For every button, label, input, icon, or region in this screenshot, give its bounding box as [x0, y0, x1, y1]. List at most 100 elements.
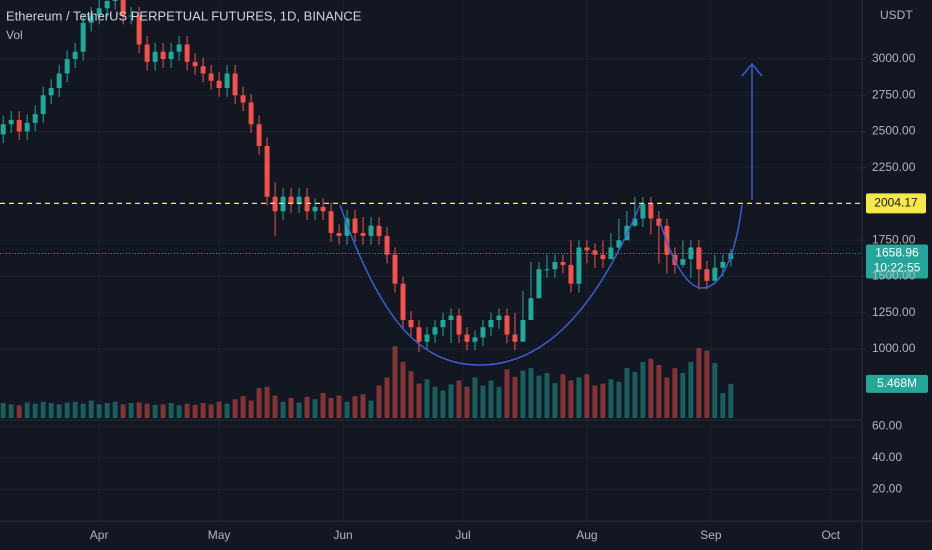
volume-bar	[80, 403, 86, 418]
volume-bar	[512, 376, 518, 418]
volume-bar	[32, 403, 38, 418]
volume-bar	[72, 401, 78, 418]
volume-bar	[144, 403, 150, 418]
volume-bar	[624, 368, 630, 418]
candle-body	[312, 206, 318, 212]
volume-bar	[40, 401, 46, 418]
candle-body	[0, 124, 6, 135]
candle-body	[464, 334, 470, 342]
candle-body	[448, 315, 454, 320]
arrow-head	[741, 62, 763, 77]
volume-bar	[136, 402, 142, 418]
candle-body	[288, 196, 294, 204]
candle-body	[104, 1, 110, 9]
indicator-tick-label: 40.00	[872, 450, 902, 464]
chart-title: Ethereum / TetherUS PERPETUAL FUTURES, 1…	[6, 8, 362, 23]
volume-bar	[272, 395, 278, 418]
candle-body	[536, 269, 542, 299]
volume-bar	[312, 399, 318, 418]
volume-bar	[176, 405, 182, 418]
candle-body	[272, 196, 278, 212]
candle-body	[576, 247, 582, 284]
volume-bar	[584, 374, 590, 418]
volume-bar	[168, 403, 174, 418]
candle-body	[248, 102, 254, 125]
volume-bar	[184, 403, 190, 418]
candle-body	[208, 73, 214, 81]
candle-body	[480, 327, 486, 338]
volume-bar	[256, 388, 262, 418]
candle-body	[616, 240, 622, 248]
volume-bar	[440, 390, 446, 418]
candle-body	[120, 0, 126, 16]
grid	[0, 0, 862, 521]
volume-bar	[424, 379, 430, 418]
volume-bar	[696, 348, 702, 418]
volume-bar	[16, 405, 22, 418]
candle-body	[504, 315, 510, 335]
candle-body	[320, 206, 326, 212]
candle-body	[88, 15, 94, 23]
volume-bar	[680, 373, 686, 418]
candle-body	[80, 22, 86, 52]
candle-body	[720, 261, 726, 268]
y-tick-label: 1500.00	[872, 269, 916, 283]
candle-body	[632, 218, 638, 226]
x-tick-label: Sep	[700, 528, 722, 542]
y-tick-label: 2750.00	[872, 87, 916, 101]
volume-bar	[112, 401, 118, 418]
volume-bar	[504, 369, 510, 418]
volume-bar	[408, 371, 414, 418]
volume-bar	[120, 404, 126, 418]
volume-bar	[248, 400, 254, 418]
volume-layer	[0, 346, 734, 418]
volume-bar	[224, 403, 230, 418]
candle-body	[552, 261, 558, 270]
volume-bar	[216, 401, 222, 418]
volume-bar	[8, 404, 14, 418]
volume-bar	[560, 374, 566, 418]
volume-bar	[64, 402, 70, 418]
volume-bar	[464, 386, 470, 418]
volume-bar	[368, 400, 374, 418]
candle-body	[384, 235, 390, 255]
volume-bar	[480, 385, 486, 418]
candle-body	[472, 337, 478, 342]
x-tick-label: Apr	[90, 528, 109, 542]
candle-body	[376, 225, 382, 236]
candle-body	[656, 218, 662, 226]
volume-bar	[600, 383, 606, 418]
volume-badge	[866, 374, 928, 393]
volume-bar	[208, 404, 214, 418]
y-tick-label: 2500.00	[872, 124, 916, 138]
candle-body	[392, 254, 398, 284]
volume-bar	[0, 403, 6, 418]
volume-bar	[128, 403, 134, 418]
volume-bar	[352, 396, 358, 418]
handle-curve	[659, 204, 743, 289]
candle-body	[296, 196, 302, 204]
volume-bar	[608, 379, 614, 418]
candle-body	[336, 232, 342, 236]
volume-bar	[344, 401, 350, 418]
volume-bar	[24, 402, 30, 418]
candle-body	[112, 0, 118, 2]
volume-bar	[360, 394, 366, 418]
x-tick-label: Aug	[576, 528, 597, 542]
volume-bar	[688, 361, 694, 418]
candle-body	[560, 261, 566, 265]
candle-body	[544, 269, 550, 271]
volume-bar	[552, 383, 558, 418]
candle-body	[232, 73, 238, 96]
volume-bar	[288, 398, 294, 418]
candle-body	[64, 59, 70, 74]
volume-bar	[520, 370, 526, 418]
indicator-tick-label: 60.00	[872, 418, 902, 432]
volume-bar	[576, 377, 582, 418]
volume-bar	[728, 383, 734, 418]
volume-bar	[48, 403, 54, 418]
candle-body	[192, 61, 198, 67]
indicator-tick-label: 20.00	[872, 482, 902, 496]
x-tick-label: Oct	[821, 528, 840, 542]
